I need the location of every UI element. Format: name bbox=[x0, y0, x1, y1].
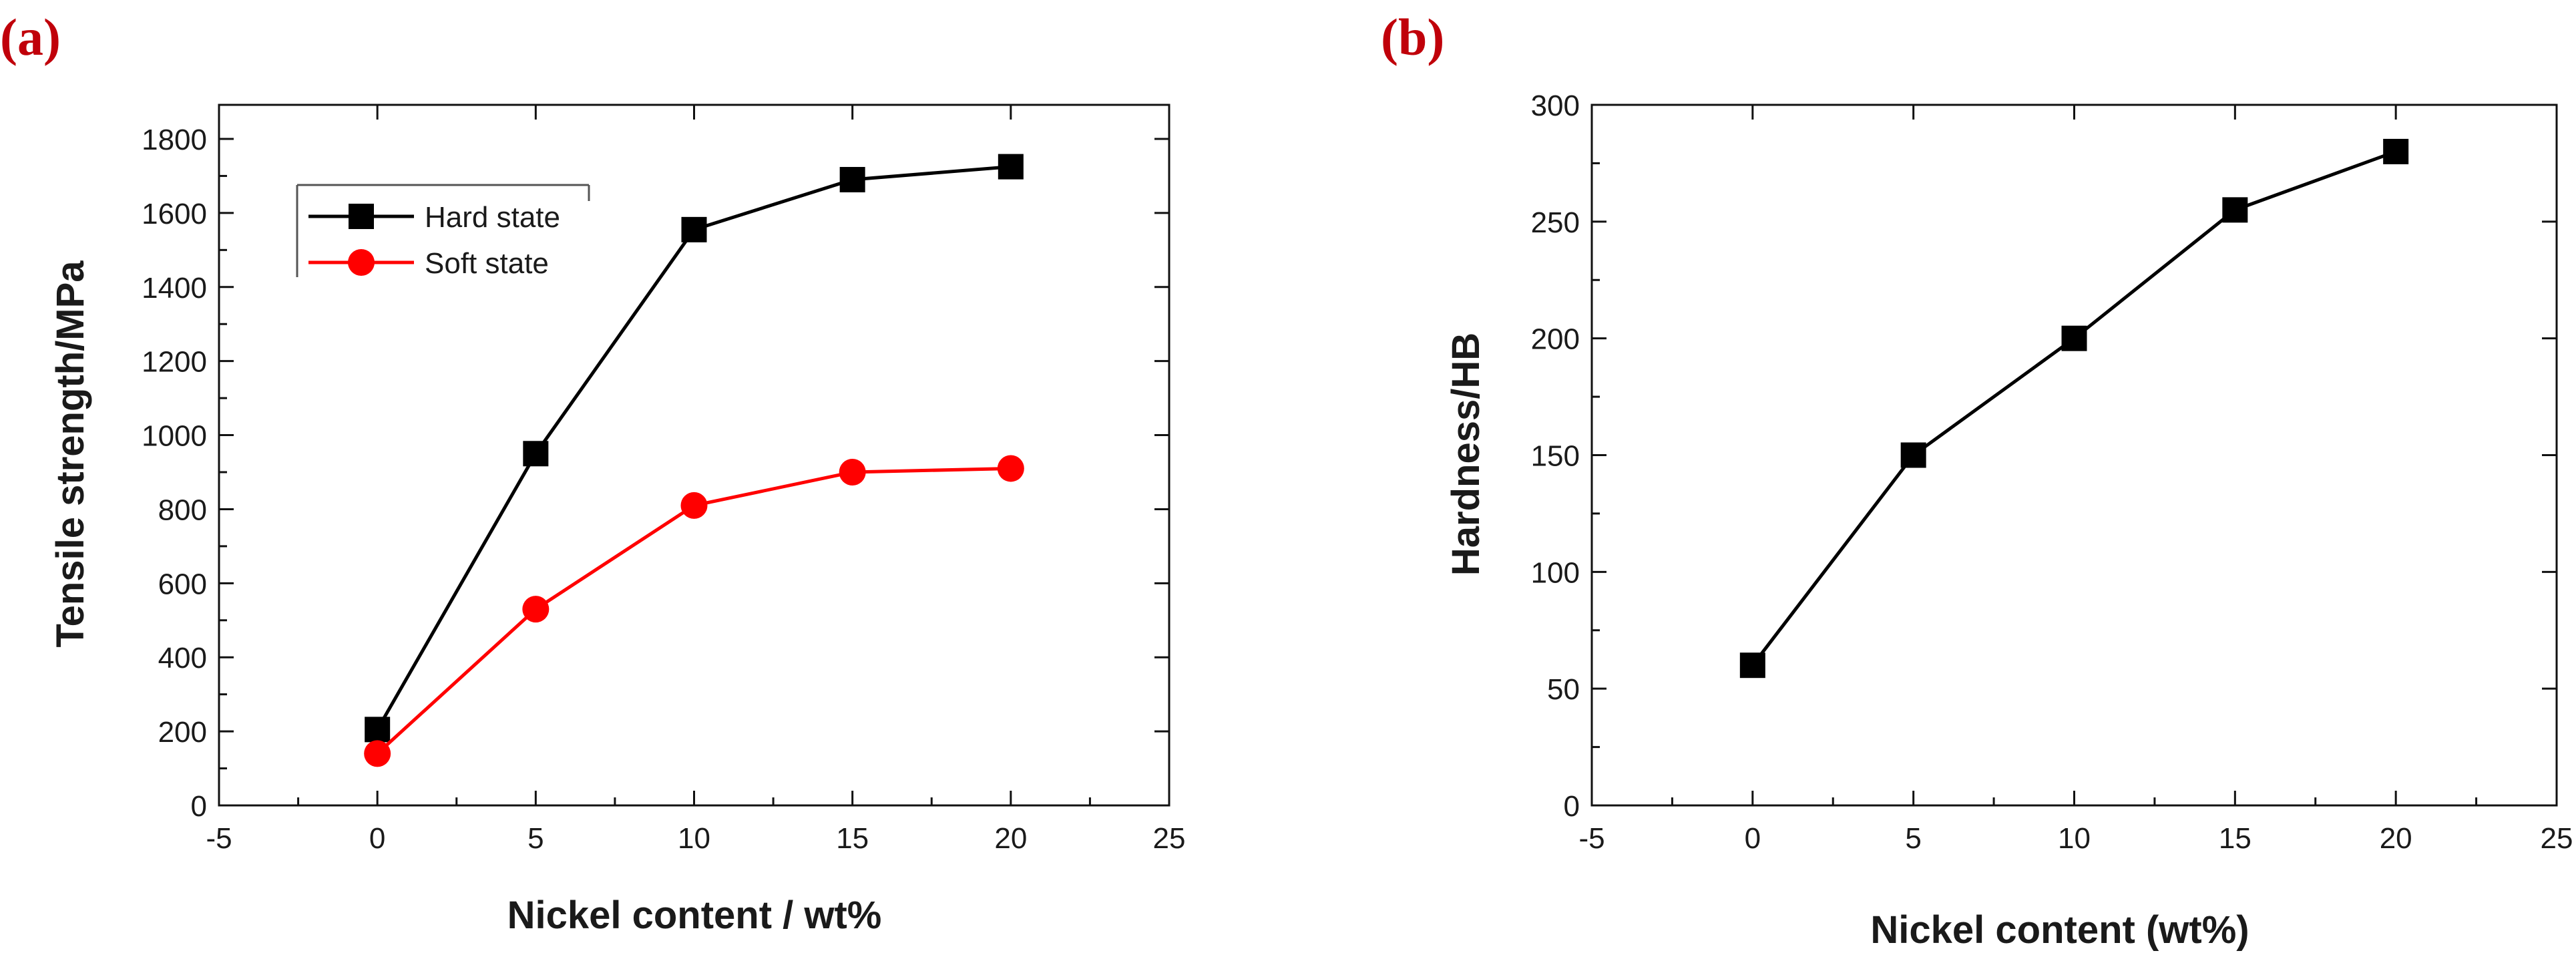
panel-a-y-tick-labels: 0 200 400 600 800 1000 1200 1400 1600 1800 bbox=[142, 124, 207, 823]
data-point bbox=[364, 740, 391, 767]
legend-soft-label: Soft state bbox=[425, 247, 549, 280]
x-tick-label: 10 bbox=[678, 822, 710, 855]
y-tick-label: 0 bbox=[191, 790, 207, 823]
panel-b-x-axis-title: Nickel content (wt%) bbox=[1870, 908, 2249, 952]
data-point bbox=[997, 455, 1024, 482]
data-point bbox=[839, 166, 865, 192]
x-tick-label: 0 bbox=[1745, 822, 1761, 855]
data-point bbox=[365, 717, 391, 743]
y-tick-label: 400 bbox=[158, 642, 207, 675]
data-point bbox=[2061, 325, 2087, 351]
panel-b-y-axis-title: Hardness/HB bbox=[1444, 333, 1488, 576]
data-point bbox=[998, 154, 1024, 180]
panel-b-x-tick-labels: -5 0 5 10 15 20 25 bbox=[1578, 822, 2573, 855]
panel-a-y-axis-title: Tensile strength/MPa bbox=[49, 260, 92, 648]
panel-a-label: (a) bbox=[0, 8, 61, 66]
y-tick-label: 1200 bbox=[142, 346, 207, 379]
y-tick-label: 1800 bbox=[142, 124, 207, 156]
legend-hard-label: Hard state bbox=[425, 201, 560, 234]
panel-a-x-axis-title: Nickel content / wt% bbox=[507, 894, 882, 937]
x-tick-label: 25 bbox=[2541, 822, 2573, 855]
x-tick-label: 20 bbox=[994, 822, 1027, 855]
y-tick-label: 300 bbox=[1531, 89, 1580, 122]
x-tick-label: 15 bbox=[836, 822, 869, 855]
y-tick-label: 250 bbox=[1531, 206, 1580, 239]
panel-a-ticks bbox=[218, 105, 1170, 807]
x-tick-label: -5 bbox=[206, 822, 232, 855]
panel-b-plot-frame bbox=[1590, 104, 2558, 807]
x-tick-label: 0 bbox=[369, 822, 385, 855]
data-point bbox=[522, 596, 550, 623]
panel-a-legend: Hard state Soft state bbox=[296, 184, 590, 280]
data-point bbox=[1739, 652, 1765, 679]
data-point bbox=[2222, 197, 2248, 223]
y-tick-label: 200 bbox=[158, 716, 207, 749]
panel-b-label: (b) bbox=[1381, 8, 1444, 66]
x-tick-label: 25 bbox=[1153, 822, 1186, 855]
data-point bbox=[523, 441, 549, 467]
chart-panel-a: (a) -5 0 5 10 15 20 25 02004006008001000120014… bbox=[0, 8, 1185, 937]
y-tick-label: 200 bbox=[1531, 323, 1580, 356]
y-tick-label: 50 bbox=[1547, 673, 1580, 706]
panel-b-series bbox=[1739, 138, 2409, 679]
x-tick-label: 10 bbox=[2058, 822, 2091, 855]
x-tick-label: 15 bbox=[2219, 822, 2251, 855]
data-point bbox=[680, 492, 708, 519]
x-tick-label: 5 bbox=[527, 822, 544, 855]
legend-hard-marker bbox=[349, 204, 374, 229]
y-tick-label: 100 bbox=[1531, 556, 1580, 589]
y-tick-label: 800 bbox=[158, 494, 207, 526]
y-tick-label: 1000 bbox=[142, 420, 207, 453]
y-tick-label: 150 bbox=[1531, 440, 1580, 473]
y-tick-label: 0 bbox=[1564, 790, 1580, 823]
data-point bbox=[839, 459, 866, 486]
panel-a-x-tick-labels: -5 0 5 10 15 20 25 bbox=[206, 822, 1185, 855]
legend-soft-marker bbox=[348, 249, 375, 276]
series-line-hardness bbox=[1751, 150, 2397, 666]
panel-b-y-tick-labels: 0 50 100 150 200 250 300 bbox=[1531, 89, 1580, 823]
x-tick-label: 20 bbox=[2380, 822, 2412, 855]
data-point bbox=[1900, 442, 1926, 468]
panel-b-ticks bbox=[1590, 104, 2558, 807]
data-point bbox=[681, 216, 707, 242]
x-tick-label: 5 bbox=[1905, 822, 1921, 855]
x-tick-label: -5 bbox=[1578, 822, 1604, 855]
y-tick-label: 600 bbox=[158, 568, 207, 600]
panel-a-series bbox=[364, 154, 1024, 767]
y-tick-label: 1600 bbox=[142, 198, 207, 230]
data-point bbox=[2383, 138, 2409, 164]
y-tick-label: 1400 bbox=[142, 272, 207, 305]
